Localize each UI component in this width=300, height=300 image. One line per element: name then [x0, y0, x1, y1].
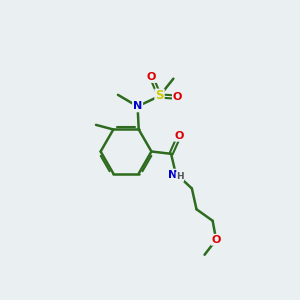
Text: N: N: [133, 101, 142, 111]
Text: O: O: [212, 235, 221, 245]
Text: S: S: [155, 89, 164, 103]
Text: N: N: [168, 169, 178, 180]
Text: O: O: [173, 92, 182, 102]
Text: H: H: [176, 172, 184, 182]
Text: O: O: [147, 72, 156, 82]
Text: O: O: [175, 131, 184, 141]
